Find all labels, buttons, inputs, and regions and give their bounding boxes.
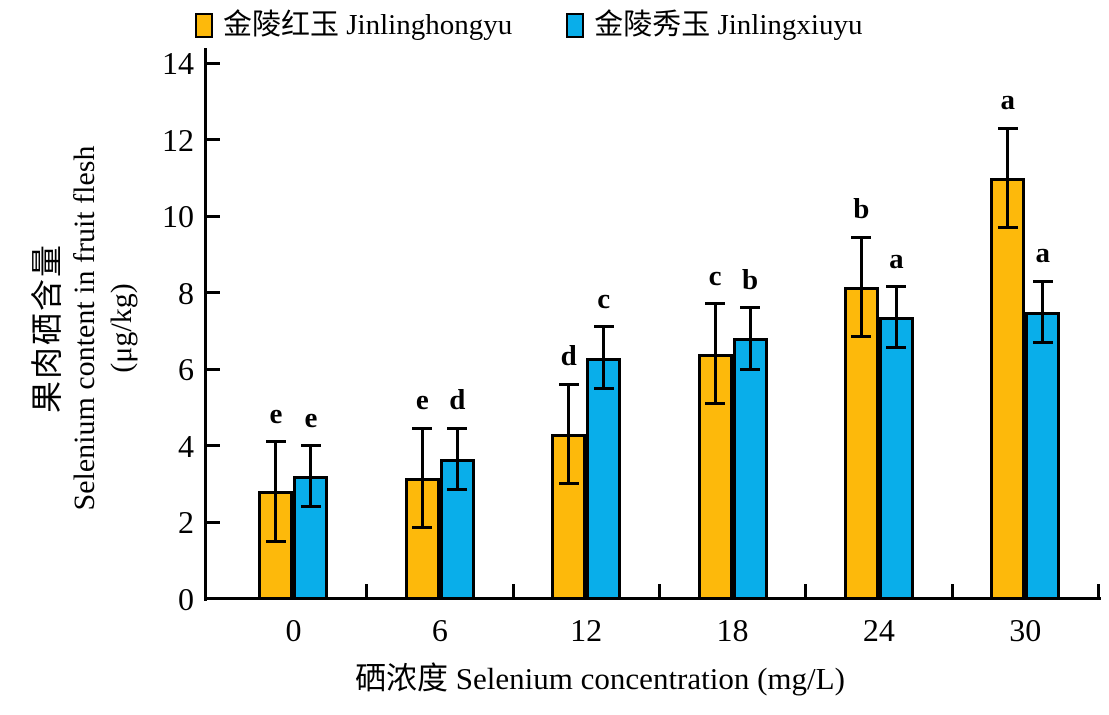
category-divider-tick bbox=[950, 584, 954, 597]
significance-letter: d bbox=[560, 340, 577, 373]
bar-jinlingxiuyu bbox=[878, 317, 914, 600]
error-bar-cap-bottom bbox=[300, 505, 321, 509]
bar-jinlingxiuyu bbox=[586, 357, 622, 600]
x-tick-label: 6 bbox=[431, 611, 448, 648]
y-tick-label: 6 bbox=[178, 351, 194, 387]
error-bar-cap-bottom bbox=[1032, 340, 1053, 344]
error-bar-cap-top bbox=[886, 285, 907, 289]
legend-label-jinlinghongyu: 金陵红玉 Jinlinghongyu bbox=[223, 9, 513, 41]
y-tick bbox=[207, 597, 220, 600]
error-bar-line bbox=[1006, 128, 1010, 228]
y-tick bbox=[207, 520, 220, 524]
category-divider-tick bbox=[511, 584, 515, 597]
category-divider-tick bbox=[657, 584, 661, 597]
significance-letter: e bbox=[415, 384, 429, 417]
error-bar-cap-top bbox=[851, 235, 872, 239]
x-tick-label: 0 bbox=[285, 611, 302, 648]
error-bar-cap-bottom bbox=[558, 482, 579, 486]
y-tick-label: 14 bbox=[162, 45, 194, 81]
y-tick bbox=[207, 367, 220, 371]
legend-swatch-blue-icon bbox=[566, 12, 585, 38]
significance-letter: c bbox=[708, 259, 722, 292]
bar-jinlingxiuyu bbox=[732, 338, 768, 600]
significance-letter: a bbox=[1000, 84, 1015, 117]
error-bar-line bbox=[1041, 281, 1045, 343]
error-bar-cap-top bbox=[740, 306, 761, 310]
y-tick-label: 12 bbox=[162, 121, 194, 158]
bar-jinlingxiuyu bbox=[1025, 311, 1061, 600]
x-tick-label: 12 bbox=[570, 611, 603, 648]
error-bar-cap-bottom bbox=[740, 367, 761, 371]
y-axis-line bbox=[204, 48, 207, 601]
error-bar-cap-bottom bbox=[265, 539, 286, 543]
error-bar-cap-bottom bbox=[886, 346, 907, 350]
x-tick-label: 24 bbox=[862, 611, 895, 648]
y-tick bbox=[207, 291, 220, 294]
error-bar-line bbox=[274, 441, 278, 542]
y-tick-label: 4 bbox=[178, 427, 194, 464]
significance-letter: d bbox=[449, 384, 466, 417]
error-bar-cap-top bbox=[412, 426, 433, 430]
significance-letter: a bbox=[889, 242, 904, 275]
error-bar-line bbox=[567, 384, 571, 484]
legend-swatch-orange-icon bbox=[195, 12, 213, 38]
error-bar-cap-top bbox=[705, 302, 726, 306]
error-bar-cap-top bbox=[265, 440, 286, 444]
error-bar-line bbox=[602, 326, 606, 389]
significance-letter: c bbox=[597, 282, 611, 315]
x-tick-label: 30 bbox=[1009, 611, 1042, 648]
error-bar-cap-bottom bbox=[593, 386, 614, 390]
y-tick bbox=[207, 444, 220, 447]
bar-jinlingxiuyu bbox=[293, 476, 329, 600]
legend-item-jinlinghongyu: 金陵红玉 Jinlinghongyu bbox=[195, 8, 512, 42]
error-bar-cap-top bbox=[300, 444, 321, 447]
error-bar-line bbox=[420, 428, 424, 528]
error-bar-cap-bottom bbox=[997, 225, 1018, 229]
legend-label-jinlingxiuyu: 金陵秀玉 Jinlingxiuyu bbox=[594, 9, 863, 41]
significance-letter: b bbox=[853, 193, 870, 226]
y-tick bbox=[207, 138, 220, 141]
legend-item-jinlingxiuyu: 金陵秀玉 Jinlingxiuyu bbox=[566, 8, 862, 42]
y-tick-label: 10 bbox=[162, 198, 194, 234]
y-tick-label: 8 bbox=[178, 274, 194, 311]
error-bar-cap-bottom bbox=[412, 526, 433, 530]
error-bar-cap-top bbox=[997, 126, 1018, 130]
error-bar-cap-top bbox=[447, 426, 468, 430]
error-bar-line bbox=[859, 237, 863, 337]
error-bar-cap-bottom bbox=[851, 334, 872, 338]
significance-letter: b bbox=[741, 263, 759, 296]
y-tick-label: 2 bbox=[178, 504, 194, 540]
significance-letter: e bbox=[269, 397, 283, 430]
error-bar-cap-top bbox=[558, 382, 579, 386]
error-bar-cap-bottom bbox=[447, 487, 468, 491]
category-divider-tick bbox=[365, 584, 369, 597]
category-divider-tick bbox=[804, 584, 808, 597]
y-tick-label: 0 bbox=[178, 580, 194, 617]
error-bar-line bbox=[894, 286, 898, 348]
error-bar-cap-bottom bbox=[705, 401, 726, 405]
category-divider-tick bbox=[1096, 584, 1100, 597]
error-bar-cap-top bbox=[1032, 279, 1053, 283]
error-bar-line bbox=[713, 303, 717, 404]
error-bar-cap-top bbox=[593, 325, 614, 329]
x-axis-title: 硒浓度 Selenium concentration (mg/L) bbox=[355, 661, 845, 696]
error-bar-line bbox=[455, 428, 459, 490]
error-bar-line bbox=[309, 445, 313, 507]
significance-letter: e bbox=[304, 401, 318, 434]
y-tick bbox=[207, 61, 220, 65]
x-axis-line bbox=[204, 597, 1101, 600]
x-tick-label: 18 bbox=[716, 611, 749, 648]
bar-jinlinghongyu bbox=[843, 286, 879, 600]
significance-letter: a bbox=[1035, 237, 1050, 270]
error-bar-line bbox=[748, 307, 752, 369]
legend: 金陵红玉 Jinlinghongyu 金陵秀玉 Jinlingxiuyu bbox=[195, 8, 862, 42]
y-tick bbox=[207, 214, 220, 218]
